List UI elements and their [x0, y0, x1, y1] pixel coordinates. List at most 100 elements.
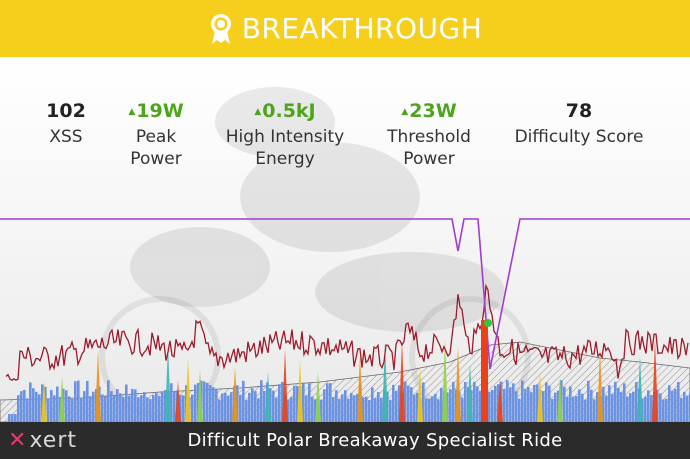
power-bar [26, 398, 29, 422]
power-bar [434, 393, 437, 422]
power-bar [263, 390, 266, 422]
stat-hie-number: 0.5kJ [262, 100, 316, 122]
power-bar [353, 395, 356, 422]
power-bar [125, 384, 128, 422]
power-bar [452, 381, 455, 422]
power-bar [563, 386, 566, 422]
power-bar [347, 398, 350, 422]
stat-high-intensity-energy: ▲0.5kJ High Intensity Energy [220, 96, 350, 170]
power-bar [227, 395, 230, 422]
power-bar [191, 394, 194, 422]
power-bar [149, 398, 152, 422]
power-bar [425, 398, 428, 422]
intensity-spike [399, 339, 405, 422]
power-bar [356, 394, 359, 422]
power-bar [620, 392, 623, 422]
power-bar [326, 383, 329, 422]
power-bar [503, 389, 506, 422]
power-bar [608, 385, 611, 422]
stat-xss: 102 XSS [26, 96, 106, 148]
power-bar [533, 384, 536, 422]
power-bar [551, 398, 554, 422]
power-bar [512, 383, 515, 422]
power-bar [545, 382, 548, 422]
power-bar [524, 388, 527, 422]
intensity-spike [417, 364, 423, 422]
intensity-spike [557, 375, 563, 422]
power-bar [86, 380, 89, 422]
power-bar [413, 394, 416, 422]
power-bar [530, 392, 533, 422]
ride-title: Difficult Polar Breakaway Specialist Rid… [187, 430, 563, 451]
power-bar [65, 390, 68, 422]
power-bar [236, 385, 239, 422]
power-bar [101, 394, 104, 422]
power-bar [11, 414, 14, 422]
intensity-spikes [41, 338, 658, 422]
power-bar [548, 385, 551, 422]
power-bar [287, 399, 290, 422]
ride-power-chart [0, 218, 690, 422]
power-bar [134, 389, 137, 422]
stat-xss-value: 102 [46, 100, 86, 122]
trend-up-icon: ▲ [401, 107, 409, 117]
power-bar [242, 380, 245, 422]
power-bar [113, 395, 116, 422]
power-bar [143, 392, 146, 422]
stat-peak-power: ▲19W Peak Power [106, 96, 206, 170]
power-bar [392, 384, 395, 422]
power-bar [248, 392, 251, 422]
power-bar [662, 399, 665, 422]
power-bar [158, 396, 161, 422]
breakthrough-banner: BREAKTHROUGH [0, 0, 690, 57]
power-bar [602, 386, 605, 422]
power-bar [281, 382, 284, 422]
mpa-line [0, 218, 690, 370]
power-bar [23, 389, 26, 422]
power-bar [341, 394, 344, 422]
power-bar [35, 391, 38, 422]
power-bar [659, 393, 662, 422]
power-bar [536, 384, 539, 422]
power-bar [350, 392, 353, 422]
power-bar [518, 398, 521, 422]
power-bar [83, 391, 86, 422]
power-bar [554, 392, 557, 422]
trend-up-icon: ▲ [128, 107, 136, 117]
stat-difficulty-score-label: Difficulty Score [514, 127, 644, 147]
power-bar [152, 395, 155, 422]
ride-stats: 102 XSS ▲19W Peak Power ▲0.5kJ High Inte… [0, 96, 690, 186]
power-bar [368, 399, 371, 422]
power-bar [344, 390, 347, 422]
stat-difficulty-score-value: 78 [565, 100, 593, 122]
intensity-spike [652, 338, 658, 422]
power-bar [461, 397, 464, 422]
power-bar [473, 381, 476, 422]
power-bar [668, 385, 671, 422]
stat-threshold-power-number: 23W [409, 100, 457, 122]
power-bar [179, 394, 182, 422]
power-bar [464, 382, 467, 422]
power-bar [224, 392, 227, 422]
stat-hie-label-1: High Intensity [225, 127, 345, 147]
power-bar [110, 391, 113, 422]
intensity-spike [165, 343, 171, 422]
stat-peak-power-number: 19W [136, 100, 184, 122]
power-bar [647, 390, 650, 422]
power-bar [29, 382, 32, 422]
power-bar [509, 387, 512, 422]
power-bar [314, 399, 317, 422]
power-bar [593, 399, 596, 422]
power-bar [137, 397, 140, 422]
stat-peak-power-value: ▲19W [106, 96, 206, 126]
power-bar [365, 396, 368, 422]
power-bar [170, 383, 173, 422]
power-bar [380, 397, 383, 422]
power-bar [206, 382, 209, 422]
power-bar [107, 380, 110, 422]
power-bar [215, 388, 218, 422]
power-bar [650, 394, 653, 422]
power-bar [74, 381, 77, 422]
power-bar [71, 398, 74, 422]
power-bar [32, 388, 35, 422]
